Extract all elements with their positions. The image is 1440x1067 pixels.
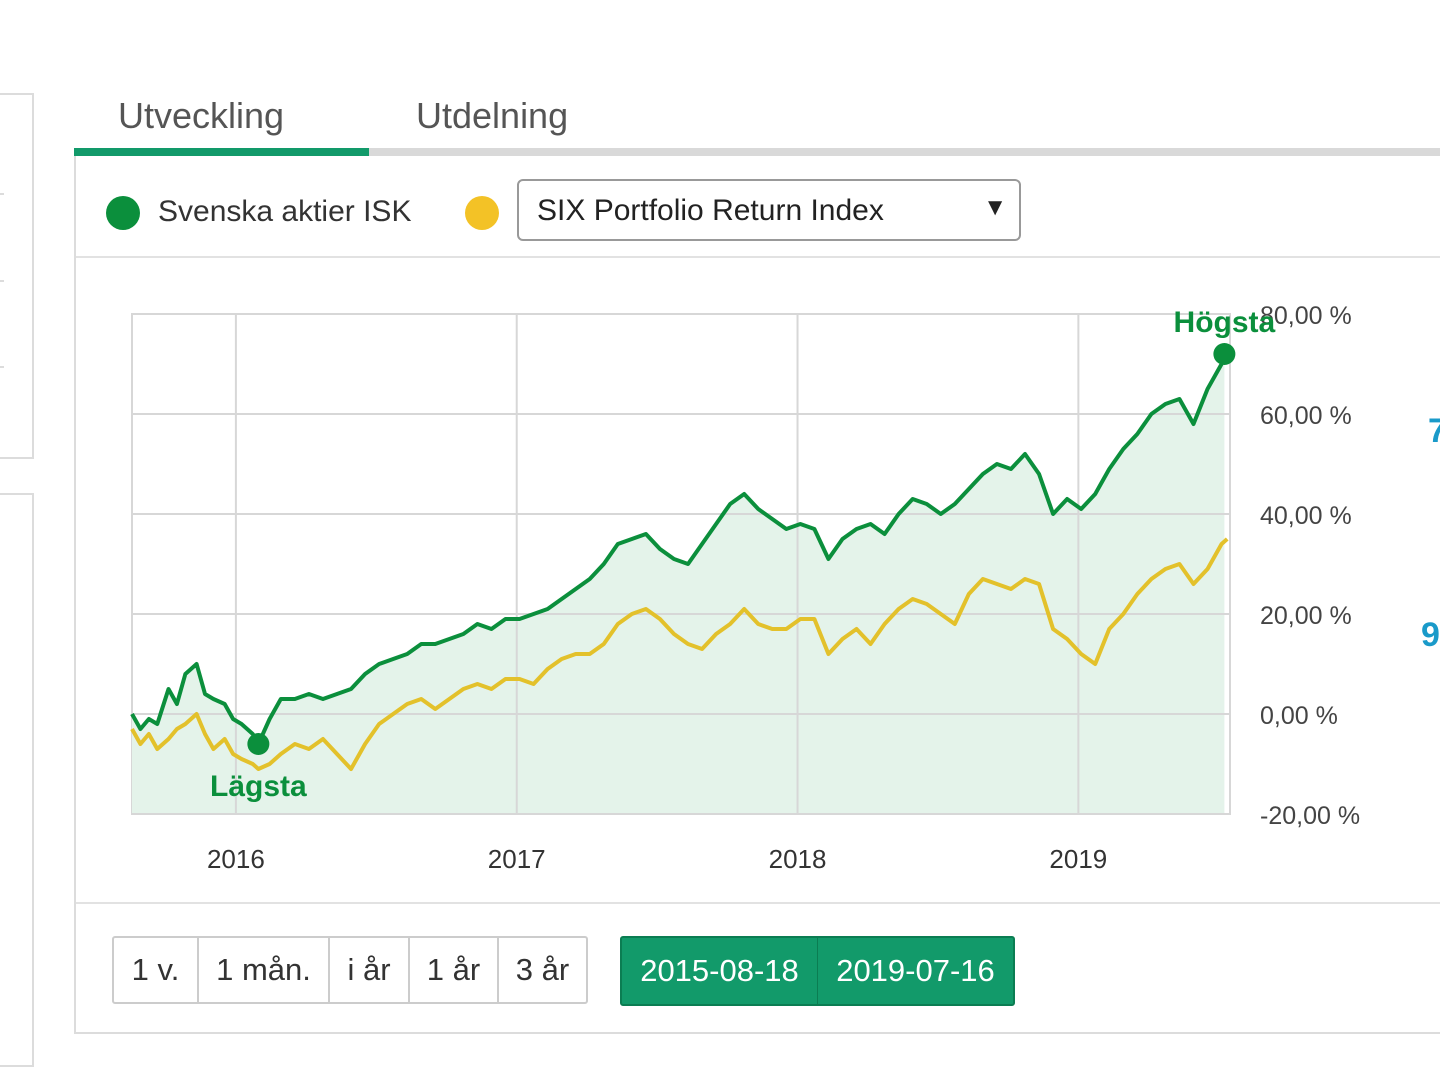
- edge-value: 7: [1428, 412, 1440, 450]
- y-tick-label: 20,00 %: [1260, 602, 1352, 630]
- tab-utdelning[interactable]: Utdelning: [416, 95, 569, 136]
- end-date-button[interactable]: 2019-07-16: [836, 953, 995, 988]
- left-divider: [0, 193, 4, 195]
- primary-series-dot-icon: [106, 196, 140, 230]
- y-tick-label: -20,00 %: [1260, 802, 1360, 830]
- annotation-marker: [247, 733, 270, 755]
- edge-value: 9: [1421, 616, 1440, 654]
- y-tick-label: 80,00 %: [1260, 302, 1352, 330]
- range-ytd-button[interactable]: i år: [330, 938, 410, 1002]
- start-date-button[interactable]: 2015-08-18: [622, 938, 818, 1004]
- annotation-label: Lägsta: [210, 770, 307, 803]
- range-button-group: 1 v. 1 mån. i år 1 år 3 år: [112, 936, 588, 1004]
- annotation-marker: [1213, 343, 1236, 365]
- range-controls: 1 v. 1 mån. i år 1 år 3 år 2015-08-18 20…: [76, 902, 1440, 1034]
- x-tick-label: 2016: [207, 844, 265, 874]
- left-panel-fragment-top: [0, 93, 34, 459]
- y-tick-label: 60,00 %: [1260, 402, 1352, 430]
- tab-utveckling[interactable]: Utveckling: [118, 95, 285, 136]
- chevron-down-icon: ▼: [983, 194, 1007, 221]
- tab-rail: [74, 148, 1440, 156]
- benchmark-select[interactable]: SIX Portfolio Return Index ▼: [517, 179, 1021, 241]
- benchmark-select-value: SIX Portfolio Return Index: [537, 194, 884, 227]
- left-panel-fragment-bottom: [0, 493, 34, 1067]
- range-3-year-button[interactable]: 3 år: [515, 952, 570, 987]
- tab-bar: Utveckling Utdelning: [74, 90, 1440, 158]
- primary-series-label: Svenska aktier ISK: [158, 195, 412, 228]
- left-divider: [0, 280, 4, 282]
- primary-series-area: [132, 354, 1225, 814]
- range-1-year-button[interactable]: 1 år: [410, 938, 499, 1002]
- left-divider: [0, 366, 4, 368]
- x-tick-label: 2019: [1049, 844, 1107, 874]
- x-tick-label: 2017: [488, 844, 546, 874]
- tab-active-indicator: [74, 148, 369, 156]
- benchmark-series-dot-icon: [465, 196, 499, 230]
- range-1-month-button[interactable]: 1 mån.: [199, 938, 330, 1002]
- annotation-label: Högsta: [1174, 306, 1276, 339]
- date-range-picker: 2015-08-18 2019-07-16: [620, 936, 1015, 1006]
- range-1-week-button[interactable]: 1 v.: [114, 938, 199, 1002]
- x-tick-label: 2018: [769, 844, 827, 874]
- y-tick-label: 40,00 %: [1260, 502, 1352, 530]
- y-tick-label: 0,00 %: [1260, 702, 1338, 730]
- legend-row: Svenska aktier ISK SIX Portfolio Return …: [76, 156, 1440, 258]
- benchmark-series-line: [130, 537, 1229, 771]
